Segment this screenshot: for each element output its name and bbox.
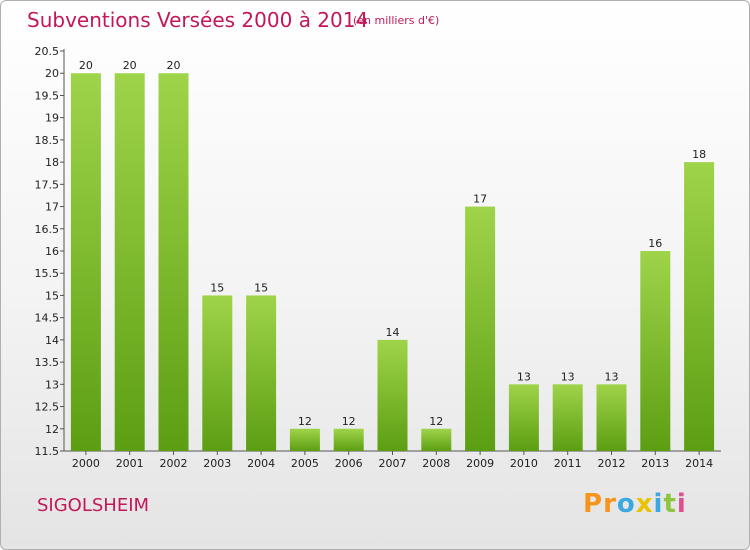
x-tick-label: 2001 xyxy=(116,457,144,470)
data-label: 20 xyxy=(79,59,93,72)
y-tick-label: 15 xyxy=(45,289,59,302)
y-tick-label: 19.5 xyxy=(35,89,60,102)
bar-2004 xyxy=(246,295,277,451)
y-tick-label: 20 xyxy=(45,67,59,80)
data-label: 16 xyxy=(648,237,662,250)
data-label: 20 xyxy=(167,59,181,72)
bar-2007 xyxy=(377,339,408,451)
y-tick-label: 13 xyxy=(45,378,59,391)
data-label: 12 xyxy=(342,415,356,428)
bar-2008 xyxy=(421,428,452,451)
x-tick-label: 2004 xyxy=(247,457,275,470)
x-tick-label: 2011 xyxy=(554,457,582,470)
y-tick-label: 16 xyxy=(45,245,59,258)
data-label: 15 xyxy=(210,281,224,294)
y-tick-label: 15.5 xyxy=(35,267,60,280)
data-label: 13 xyxy=(605,370,619,383)
bar-2011 xyxy=(552,384,583,451)
bar-2000 xyxy=(70,73,101,451)
y-tick-label: 13.5 xyxy=(35,356,60,369)
x-tick-label: 2010 xyxy=(510,457,538,470)
bar-2003 xyxy=(202,295,233,451)
y-tick-label: 11.5 xyxy=(35,445,60,458)
y-tick-label: 14.5 xyxy=(35,312,60,325)
logo-letter: P xyxy=(583,489,604,519)
chart-title: Subventions Versées 2000 à 2014 xyxy=(27,8,369,32)
x-tick-label: 2002 xyxy=(160,457,188,470)
proxiti-logo: Proxiti xyxy=(583,489,687,519)
x-tick-label: 2013 xyxy=(641,457,669,470)
data-label: 14 xyxy=(386,326,400,339)
y-tick-label: 14 xyxy=(45,334,59,347)
y-tick-label: 12 xyxy=(45,423,59,436)
y-tick-label: 19 xyxy=(45,112,59,125)
data-label: 18 xyxy=(692,148,706,161)
x-tick-label: 2006 xyxy=(335,457,363,470)
bar-2009 xyxy=(465,206,496,451)
bar-2013 xyxy=(640,251,671,451)
x-tick-label: 2009 xyxy=(466,457,494,470)
y-tick-label: 17 xyxy=(45,201,59,214)
logo-letter: o xyxy=(616,489,636,519)
data-label: 20 xyxy=(123,59,137,72)
bar-2012 xyxy=(596,384,627,451)
logo-letter: r xyxy=(603,489,617,519)
x-tick-label: 2012 xyxy=(598,457,626,470)
x-tick-label: 2014 xyxy=(685,457,713,470)
x-tick-label: 2005 xyxy=(291,457,319,470)
logo-letter: i xyxy=(653,489,664,519)
bar-2002 xyxy=(158,73,189,451)
x-tick-label: 2007 xyxy=(379,457,407,470)
data-label: 17 xyxy=(473,193,487,206)
chart-subtitle: (en milliers d'€) xyxy=(353,14,440,27)
data-label: 12 xyxy=(429,415,443,428)
logo-letter: i xyxy=(676,489,687,519)
bar-2014 xyxy=(684,162,715,451)
y-tick-label: 20.5 xyxy=(35,45,60,58)
y-tick-label: 18.5 xyxy=(35,134,60,147)
logo-letter: t xyxy=(663,489,677,519)
data-label: 13 xyxy=(517,370,531,383)
bar-2001 xyxy=(114,73,145,451)
bar-2006 xyxy=(333,428,364,451)
bar-2005 xyxy=(289,428,320,451)
y-tick-label: 16.5 xyxy=(35,223,60,236)
commune-name: SIGOLSHEIM xyxy=(37,495,150,516)
x-tick-label: 2008 xyxy=(422,457,450,470)
y-tick-label: 12.5 xyxy=(35,401,60,414)
data-label: 12 xyxy=(298,415,312,428)
data-label: 15 xyxy=(254,281,268,294)
y-tick-label: 18 xyxy=(45,156,59,169)
x-tick-label: 2003 xyxy=(203,457,231,470)
chart-data-labels: 20 20 20 15 15 12 12 14 12 17 13 13 13 16 18 xyxy=(79,59,706,428)
chart-bars xyxy=(70,73,715,451)
chart-axes: 11.5 12 12.5 13 13.5 14 14.5 15 15.5 16 16.5 17 17.5… xyxy=(35,45,721,470)
data-label: 13 xyxy=(561,370,575,383)
logo-letter: x xyxy=(635,489,654,519)
bar-2010 xyxy=(508,384,539,451)
x-tick-label: 2000 xyxy=(72,457,100,470)
y-tick-label: 17.5 xyxy=(35,178,60,191)
